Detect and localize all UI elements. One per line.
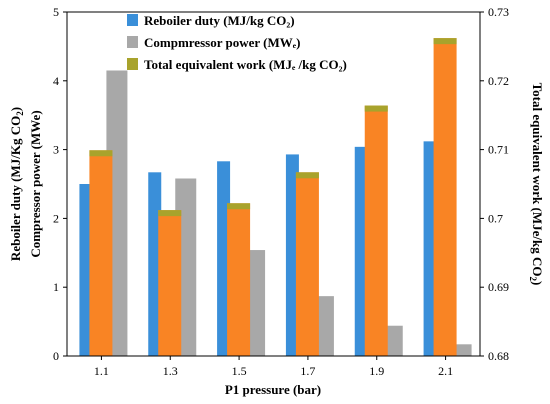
bar-total-equivalent-work-cap-1.3	[158, 210, 182, 217]
ticks-layer: 1.1 1.3 1.5 1.7 1.9 2.1 0 1 2 3 4 5 0.68 0.69 0.7 0.71 0…	[53, 5, 509, 378]
left-axis-title-1-end: )	[8, 107, 23, 111]
right-axis-title-sub: 2	[528, 276, 538, 281]
axes-layer	[66, 11, 481, 357]
bar-total-equivalent-work-1.7	[295, 172, 319, 356]
bar-reboiler-duty-2.1	[423, 141, 437, 356]
legend-label-0: Reboiler duty (MJ/kg CO₂)	[144, 13, 295, 28]
left-tick-label: 4	[53, 74, 59, 88]
bar-total-equivalent-work-cap-1.9	[364, 105, 388, 112]
left-axis-title-1: Reboiler duty (MJ/Kg CO2)	[8, 107, 25, 261]
left-tick-label: 0	[53, 349, 59, 363]
bar-reboiler-duty-1.7	[285, 154, 299, 356]
bar-total-equivalent-work-cap-1.5	[227, 203, 251, 210]
bar-total-equivalent-work-1.9	[364, 105, 388, 357]
x-tick-label: 1.7	[300, 364, 315, 378]
left-axis-title-1-sub: 2	[15, 111, 25, 116]
bar-reboiler-duty-1.9	[354, 146, 368, 356]
bar-reboiler-duty-1.1	[79, 184, 93, 356]
bar-reboiler-duty-1.5	[217, 161, 231, 356]
left-tick-label: 1	[53, 280, 59, 294]
legend-swatch-1	[127, 36, 138, 48]
legend-swatch-2	[127, 58, 138, 70]
bar-total-equivalent-work-1.1	[89, 150, 113, 356]
x-tick-label: 1.5	[232, 364, 247, 378]
right-tick-label: 0.71	[488, 143, 509, 157]
bar-total-equivalent-work-2.1	[433, 38, 457, 356]
x-tick-label: 1.9	[369, 364, 384, 378]
bar-total-equivalent-work-1.5	[227, 203, 251, 356]
left-tick-label: 2	[53, 211, 59, 225]
right-tick-label: 0.7	[488, 211, 503, 225]
legend: Reboiler duty (MJ/kg CO₂) Compmressor pow…	[127, 13, 347, 72]
right-tick-label: 0.69	[488, 280, 509, 294]
bar-total-equivalent-work-cap-1.1	[89, 150, 113, 157]
left-axis-title-1-main: Reboiler duty (MJ/Kg CO	[8, 116, 23, 261]
left-axis-title-2: Compressor power (MWe)	[28, 110, 43, 257]
right-axis-title-main: Total equivalent work (MJe/kg CO	[530, 83, 545, 277]
left-tick-label: 5	[53, 5, 59, 19]
right-tick-label: 0.68	[488, 349, 509, 363]
left-tick-label: 3	[53, 143, 59, 157]
bar-total-equivalent-work-cap-1.7	[295, 172, 319, 179]
x-tick-label: 1.3	[163, 364, 178, 378]
right-axis-title-end: )	[530, 281, 545, 285]
right-tick-label: 0.72	[488, 74, 509, 88]
bar-compressor-power-2.1	[450, 344, 472, 356]
legend-label-2: Total equivalent work (MJₑ /kg CO₂)	[144, 57, 347, 72]
x-tick-label: 1.1	[94, 364, 109, 378]
right-tick-label: 0.73	[488, 5, 509, 19]
x-axis-title: P1 pressure (bar)	[225, 382, 321, 397]
bars-layer	[79, 38, 472, 357]
legend-label-1: Compmressor power (MWₑ)	[144, 35, 300, 50]
right-axis-title: Total equivalent work (MJe/kg CO2)	[528, 83, 545, 286]
bar-reboiler-duty-1.3	[148, 172, 162, 356]
x-tick-label: 2.1	[438, 364, 453, 378]
legend-swatch-0	[127, 14, 138, 26]
bar-total-equivalent-work-1.3	[158, 210, 182, 356]
bar-total-equivalent-work-cap-2.1	[433, 38, 457, 45]
